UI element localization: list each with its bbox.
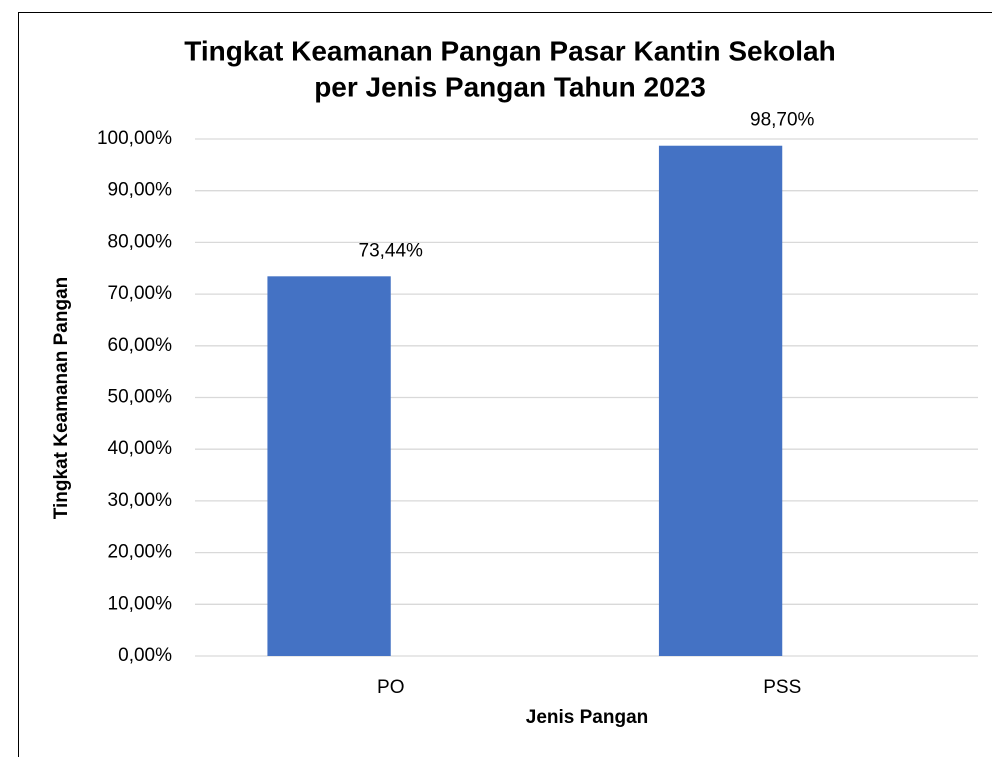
y-tick-label: 90,00% <box>108 180 173 201</box>
y-tick-label: 100,00% <box>97 128 172 149</box>
y-tick-label: 60,00% <box>108 335 173 356</box>
y-tick-label: 40,00% <box>108 438 173 459</box>
chart-title: Tingkat Keamanan Pangan Pasar Kantin Sek… <box>184 35 835 66</box>
bar <box>658 145 783 656</box>
y-tick-label: 20,00% <box>108 542 173 563</box>
y-tick-label: 10,00% <box>108 593 173 614</box>
x-axis-title: Jenis Pangan <box>526 707 649 728</box>
chart-title: per Jenis Pangan Tahun 2023 <box>314 71 706 102</box>
bar <box>267 276 391 656</box>
data-label: 98,70% <box>750 110 815 131</box>
y-tick-label: 30,00% <box>108 490 173 511</box>
chart-border <box>18 12 992 757</box>
y-tick-label: 70,00% <box>108 283 173 304</box>
y-axis-title: Tingkat Keamanan Pangan <box>51 277 72 520</box>
y-tick-label: 50,00% <box>108 387 173 408</box>
y-tick-label: 80,00% <box>108 231 173 252</box>
x-tick-label: PO <box>377 677 404 698</box>
y-tick-label: 0,00% <box>118 645 172 666</box>
x-tick-label: PSS <box>763 677 801 698</box>
data-label: 73,44% <box>359 240 424 261</box>
